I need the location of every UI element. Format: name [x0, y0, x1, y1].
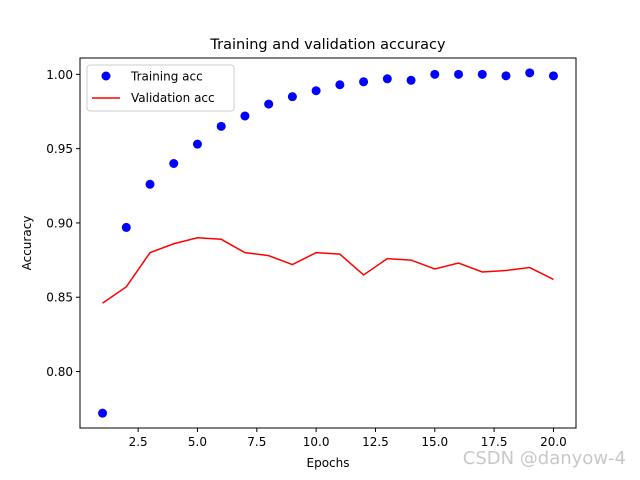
- data-point-training: [430, 69, 440, 79]
- data-point-training: [359, 77, 369, 87]
- watermark: CSDN @danyow-4: [462, 448, 626, 469]
- data-point-training: [287, 92, 297, 102]
- data-point-training: [477, 69, 487, 79]
- data-point-training: [98, 408, 108, 418]
- x-tick-label: 15.0: [421, 435, 448, 449]
- data-point-training: [311, 86, 321, 96]
- x-tick-label: 10.0: [303, 435, 330, 449]
- legend: Training acc Validation acc: [86, 64, 235, 112]
- y-axis: 0.80 0.85 0.90 0.95 1.00: [46, 68, 80, 379]
- data-point-training: [548, 71, 558, 81]
- data-point-training: [121, 222, 131, 232]
- y-tick-label: 1.00: [46, 68, 73, 82]
- x-axis-label: Epochs: [307, 456, 350, 470]
- y-tick-label: 0.80: [46, 365, 73, 379]
- x-tick-label: 20.0: [540, 435, 567, 449]
- x-tick-label: 5.0: [188, 435, 207, 449]
- data-point-training: [382, 74, 392, 84]
- data-point-training: [240, 111, 250, 121]
- plot-frame: [79, 57, 577, 429]
- series-line-validation: [102, 237, 554, 304]
- legend-label-training: Training acc: [130, 70, 203, 84]
- data-point-training: [335, 80, 345, 90]
- legend-box: [86, 64, 235, 112]
- legend-label-validation: Validation acc: [131, 91, 215, 105]
- x-tick-label: 12.5: [362, 435, 389, 449]
- data-point-training: [145, 179, 155, 189]
- x-axis: 2.5 5.0 7.5 10.0 12.5 15.0 17.5 20.0: [129, 428, 567, 449]
- y-tick-label: 0.95: [46, 142, 73, 156]
- data-point-training: [169, 159, 179, 169]
- x-tick-label: 17.5: [481, 435, 508, 449]
- y-tick-label: 0.90: [46, 216, 73, 230]
- data-point-training: [525, 68, 535, 78]
- data-point-training: [501, 71, 511, 81]
- chart-title: Training and validation accuracy: [209, 37, 446, 53]
- data-point-training: [454, 69, 464, 79]
- series-layer: [98, 68, 558, 418]
- data-point-training: [406, 75, 416, 85]
- data-point-training: [216, 121, 226, 131]
- y-tick-label: 0.85: [46, 291, 73, 305]
- data-point-training: [192, 139, 202, 149]
- legend-marker-training: [101, 71, 111, 81]
- data-point-training: [264, 99, 274, 109]
- x-tick-label: 7.5: [247, 435, 266, 449]
- x-tick-label: 2.5: [129, 435, 148, 449]
- y-axis-label: Accuracy: [20, 216, 34, 271]
